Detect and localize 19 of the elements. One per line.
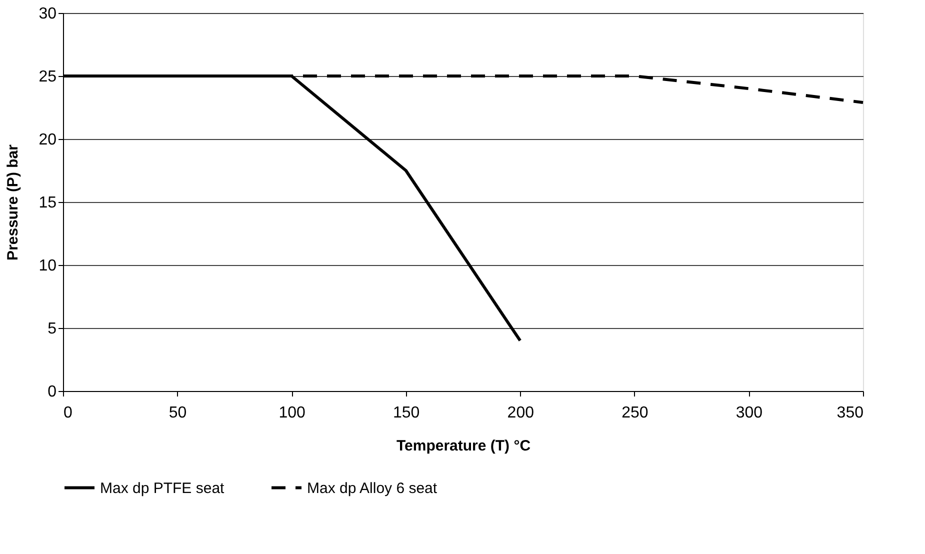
x-tick-label: 350 [836,404,864,422]
y-tick-label: 10 [38,258,57,274]
x-tick-label: 300 [736,404,763,422]
y-tick-label: 0 [48,384,57,400]
x-axis-title: Temperature (T) °C [396,438,531,454]
y-tick-label: 5 [48,320,57,338]
x-tick-label: 150 [393,404,420,422]
x-tick-label: 200 [507,404,534,422]
y-axis-title: Pressure (P) bar [4,144,22,260]
y-tick-label: 30 [38,6,57,22]
legend-label: Max dp Alloy 6 seat [307,480,438,497]
x-tick-label: 50 [168,404,187,422]
legend-label: Max dp PTFE seat [100,480,226,497]
y-tick-label: 15 [38,194,57,212]
y-tick-label: 25 [38,68,57,86]
y-tick-label: 20 [38,132,57,148]
x-tick-label: 0 [64,404,72,422]
x-tick-label: 100 [278,404,306,422]
x-tick-label: 250 [622,404,648,422]
